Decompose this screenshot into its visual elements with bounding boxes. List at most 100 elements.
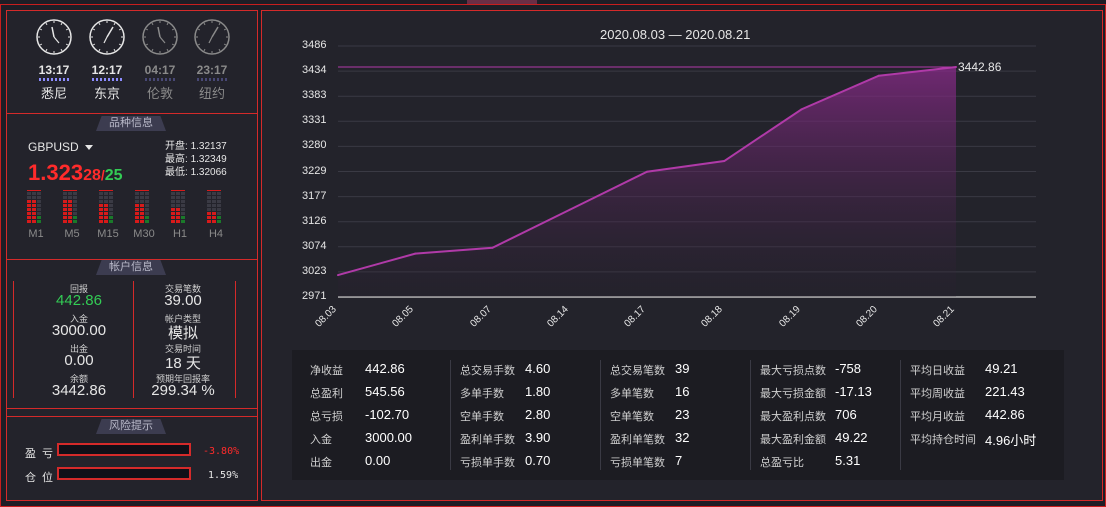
clock-time: 12:17 xyxy=(91,63,123,77)
stat-value: 545.56 xyxy=(365,384,405,399)
signal-top xyxy=(27,190,41,191)
signal-cell xyxy=(145,200,149,203)
signal-cell xyxy=(63,192,67,195)
y-tick-label: 3074 xyxy=(302,239,327,252)
clock-2: 04:17 伦敦 xyxy=(134,18,186,102)
stat-value: 32 xyxy=(675,430,690,445)
signal-cell xyxy=(37,212,41,215)
signal-cell xyxy=(27,208,31,211)
stat-label: 平均日收益 xyxy=(910,365,965,377)
clock-city: 纽约 xyxy=(198,86,225,101)
signal-top xyxy=(63,190,77,191)
account-label: 余额 xyxy=(69,374,88,384)
signal-cell xyxy=(140,196,144,199)
signal-cell xyxy=(32,196,36,199)
timeframe-label: M15 xyxy=(97,228,119,240)
signal-cell xyxy=(63,196,67,199)
signal-cell xyxy=(73,216,77,219)
signal-cell xyxy=(135,216,139,219)
divider xyxy=(450,360,451,470)
signal-cell xyxy=(37,192,41,195)
stat-label: 最大盈利金额 xyxy=(760,434,826,446)
stat-label: 净收益 xyxy=(310,365,343,377)
signal-cell xyxy=(99,216,103,219)
divider xyxy=(900,360,901,470)
y-tick-label: 3331 xyxy=(302,114,327,127)
signal-cell xyxy=(181,200,185,203)
signal-cell xyxy=(171,208,175,211)
signal-cell xyxy=(32,220,36,223)
divider xyxy=(6,416,258,417)
signal-cell xyxy=(176,212,180,215)
signal-cell xyxy=(171,192,175,195)
stat-value: 706 xyxy=(835,407,857,422)
signal-cell xyxy=(207,216,211,219)
data-point xyxy=(646,170,648,173)
stat-value: -102.70 xyxy=(365,407,410,422)
signal-cell xyxy=(27,196,31,199)
signal-cell xyxy=(176,196,180,199)
instrument-section-title: 品种信息 xyxy=(96,116,166,131)
signal-cell xyxy=(217,200,221,203)
signal-cell xyxy=(109,196,113,199)
signal-cell xyxy=(135,196,139,199)
stat-label: 最大盈利点数 xyxy=(760,411,826,423)
signal-cell xyxy=(176,208,180,211)
clock-time: 04:17 xyxy=(144,63,176,77)
signal-cell xyxy=(176,192,180,195)
signal-cell xyxy=(73,196,77,199)
stat-label: 总盈亏比 xyxy=(760,457,804,469)
signal-cell xyxy=(104,216,108,219)
signal-cell xyxy=(109,208,113,211)
divider xyxy=(6,259,258,260)
signal-cell xyxy=(104,200,108,203)
pnl-bar xyxy=(57,443,191,456)
signal-cell xyxy=(104,196,108,199)
stat-label: 平均周收益 xyxy=(910,388,965,400)
account-label: 回报 xyxy=(69,284,88,294)
signal-cell xyxy=(104,220,108,223)
signal-cell xyxy=(145,196,149,199)
symbol-selector[interactable]: GBPUSD xyxy=(28,140,93,154)
signal-cell xyxy=(63,208,67,211)
signal-bar-M5 xyxy=(63,190,85,224)
divider xyxy=(750,360,751,470)
high-label: 最高: xyxy=(165,154,188,165)
symbol-label: GBPUSD xyxy=(28,140,79,154)
signal-cell xyxy=(63,204,67,207)
signal-cell xyxy=(207,196,211,199)
stat-label: 空单手数 xyxy=(460,411,504,423)
signal-cell xyxy=(32,204,36,207)
signal-cell xyxy=(99,212,103,215)
risk-position-label: 仓位 xyxy=(25,472,59,484)
signal-cell xyxy=(135,192,139,195)
stat-value: 221.43 xyxy=(985,384,1025,399)
clock-city: 悉尼 xyxy=(40,86,67,101)
signal-cell xyxy=(140,200,144,203)
divider xyxy=(235,281,236,398)
signal-cell xyxy=(37,208,41,211)
account-value: 0.00 xyxy=(64,352,94,369)
stat-label: 出金 xyxy=(310,457,332,469)
clock-city: 东京 xyxy=(93,86,120,101)
stat-label: 总交易笔数 xyxy=(610,365,665,377)
signal-cell xyxy=(171,212,175,215)
signal-cell xyxy=(32,200,36,203)
signal-cell xyxy=(181,220,185,223)
series-area xyxy=(338,67,956,297)
signal-cell xyxy=(181,204,185,207)
signal-cell xyxy=(37,220,41,223)
stat-value: 442.86 xyxy=(365,361,405,376)
stat-value: 5.31 xyxy=(835,453,861,468)
stat-value: -17.13 xyxy=(835,384,872,399)
stat-value: -758 xyxy=(835,361,862,376)
signal-cell xyxy=(207,204,211,207)
data-point xyxy=(414,252,417,255)
signal-cell xyxy=(140,204,144,207)
signal-cell xyxy=(145,216,149,219)
signal-cell xyxy=(207,192,211,195)
divider xyxy=(133,281,134,398)
signal-top xyxy=(207,190,221,191)
signal-cell xyxy=(207,220,211,223)
stat-value: 4.60 xyxy=(525,361,551,376)
